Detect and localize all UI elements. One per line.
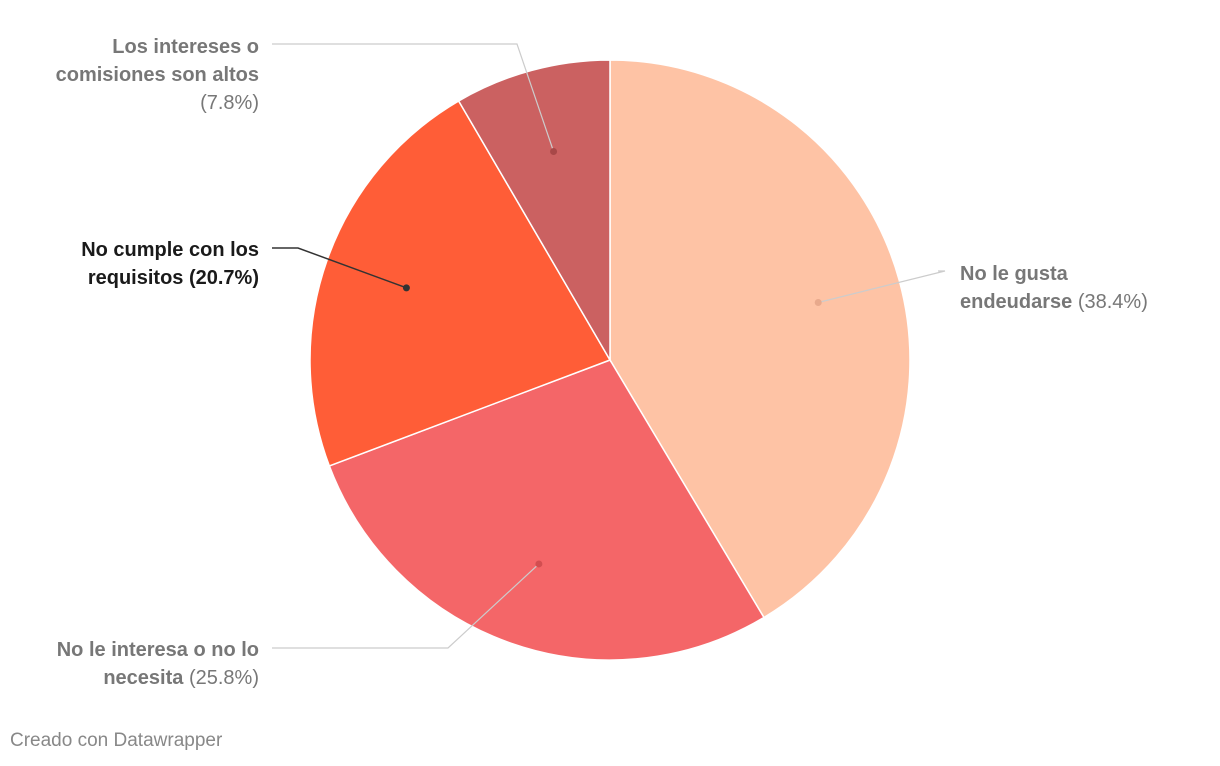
credit-footer: Creado con Datawrapper bbox=[10, 730, 223, 751]
leader-dot bbox=[814, 299, 822, 307]
leader-line bbox=[272, 43, 555, 152]
leader-dot bbox=[535, 560, 543, 568]
slice-percent: (7.8%) bbox=[200, 92, 259, 114]
leader-line bbox=[272, 563, 540, 649]
slice-label: No cumple con los requisitos (20.7%) bbox=[81, 239, 259, 289]
slice-percent: (25.8%) bbox=[183, 667, 259, 689]
slice-label-line: No le interesa o no lo bbox=[57, 639, 259, 661]
leader-line bbox=[272, 247, 407, 289]
leader-dot bbox=[550, 148, 558, 156]
pie-slices bbox=[309, 59, 911, 661]
pie-slice[interactable] bbox=[309, 99, 612, 467]
slice-label-line: No le gusta bbox=[960, 263, 1069, 285]
pie-labels: No le gusta endeudarse (38.4%) No le inter… bbox=[56, 36, 1148, 689]
slice-label: No le interesa o no lo necesita (25.8%) bbox=[57, 639, 259, 689]
leader-line bbox=[818, 270, 946, 304]
pie-slice[interactable] bbox=[609, 59, 911, 619]
slice-label-line: Los intereses o bbox=[112, 36, 259, 58]
slice-label-line: endeudarse bbox=[960, 291, 1072, 313]
leader-dot bbox=[402, 284, 410, 292]
pie-slice[interactable] bbox=[457, 59, 611, 363]
pie-slice[interactable] bbox=[328, 359, 765, 661]
slice-label-line: requisitos bbox=[88, 267, 184, 289]
slice-label: No le gusta endeudarse (38.4%) bbox=[960, 263, 1148, 313]
slice-percent: (38.4%) bbox=[1072, 291, 1148, 313]
slice-percent: (20.7%) bbox=[183, 267, 259, 289]
slice-label-line: No cumple con los bbox=[81, 239, 259, 261]
slice-label: Los intereses o comisiones son altos (7.8%… bbox=[56, 36, 259, 114]
slice-label-line: comisiones son altos bbox=[56, 64, 259, 86]
slice-label-line: necesita bbox=[103, 667, 184, 689]
